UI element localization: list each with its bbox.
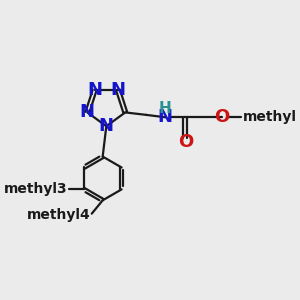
Text: O: O — [214, 108, 230, 126]
Text: methyl4: methyl4 — [27, 208, 91, 222]
Text: methyl: methyl — [242, 110, 296, 124]
Text: O: O — [178, 133, 193, 151]
Text: N: N — [99, 117, 114, 135]
Text: N: N — [110, 81, 125, 99]
Text: H: H — [159, 100, 172, 116]
Text: N: N — [158, 108, 173, 126]
Text: N: N — [87, 81, 102, 99]
Text: methyl3: methyl3 — [4, 182, 68, 196]
Text: N: N — [80, 103, 95, 122]
